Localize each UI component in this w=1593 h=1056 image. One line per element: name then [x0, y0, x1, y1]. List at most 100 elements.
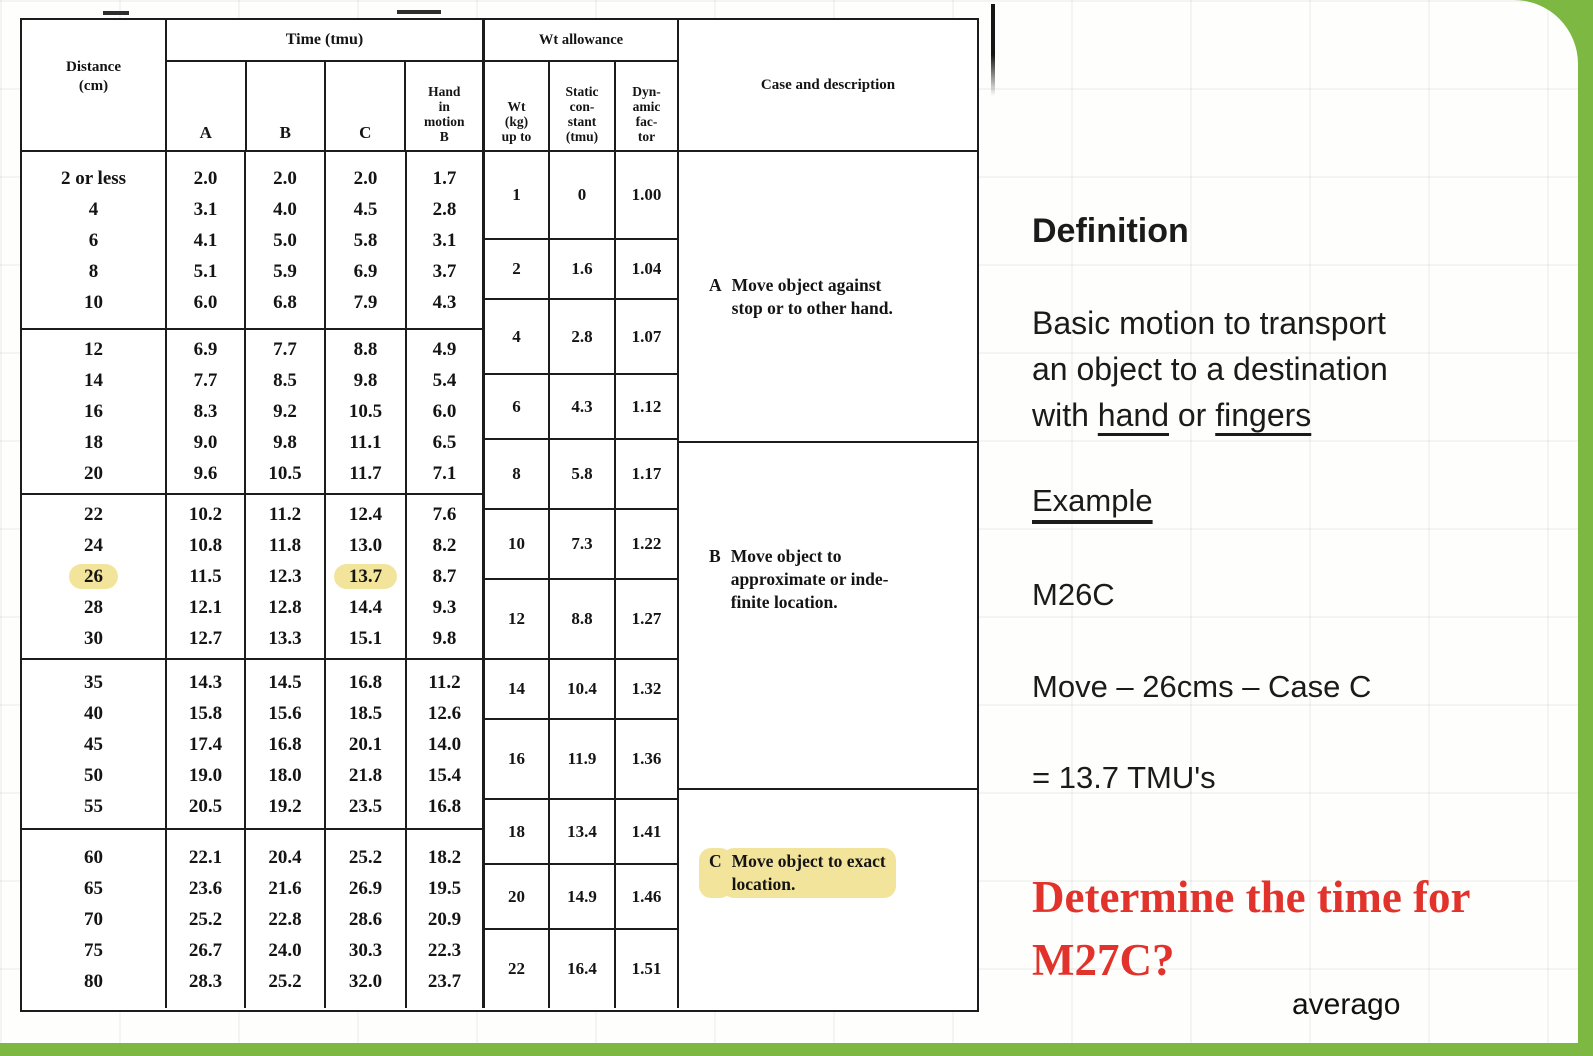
wt-kg-cell: 1 [512, 185, 521, 204]
table-cell: 22 [84, 504, 103, 525]
column-a: 14.3 15.8 17.4 19.0 20.5 [165, 660, 244, 828]
wt-row: 20 14.9 1.46 [485, 863, 677, 928]
header-case-description: Case and description [677, 20, 977, 150]
table-cell: 1.7 [432, 167, 457, 189]
table-cell: 4.9 [432, 339, 457, 360]
table-cell: 19.0 [188, 764, 223, 786]
header-wt-block: Wt allowance Wt (kg) up to Static con- s… [482, 20, 677, 150]
distance-group-3: 22 24 26 28 30 10.2 10.8 11.5 12.1 12.7 [22, 493, 482, 658]
table-cell: 30.3 [348, 939, 383, 961]
table-cell: 6.0 [432, 401, 457, 422]
table-cell: 50 [84, 764, 103, 786]
static-constant-cell: 5.8 [548, 440, 614, 508]
table-cell: 9.3 [432, 597, 457, 618]
definition-line-3-pre: with [1032, 397, 1098, 433]
table-cell: 14.4 [348, 597, 383, 618]
time-values-section: 2 or less 4 6 8 10 2.0 3.1 4.1 5.1 6.0 [22, 152, 482, 1008]
dynamic-factor-cell: 1.46 [614, 865, 677, 928]
definition-line-3-mid: or [1168, 397, 1216, 433]
scan-artifact [103, 11, 129, 15]
table-cell: 25.2 [188, 908, 223, 930]
table-cell: 20.5 [188, 795, 223, 817]
table-cell: 22.1 [188, 846, 223, 868]
column-hand-in-motion: 4.9 5.4 6.0 6.5 7.1 [405, 330, 482, 493]
case-a: A Move object against stop or to other h… [679, 152, 977, 441]
table-cell: 26.9 [348, 877, 383, 899]
highlight-distance-26: 26 [69, 564, 118, 589]
table-cell: 35 [84, 671, 103, 693]
table-cell: 3.1 [432, 229, 457, 251]
table-cell: 5.0 [273, 229, 297, 251]
case-c: C Move object to exact location. [679, 788, 977, 1008]
table-cell: 11.2 [428, 671, 461, 693]
watermark: averago [1292, 988, 1401, 1021]
definition-paragraph: Basic motion to transport an object to a… [1032, 300, 1388, 438]
dynamic-factor-cell: 1.51 [614, 930, 677, 1008]
wt-kg-cell: 10 [508, 534, 525, 553]
header-time-subcolumns: A B C Hand in motion B [167, 62, 482, 150]
table-cell: 6.9 [193, 339, 218, 360]
table-cell: 17.4 [188, 733, 223, 755]
static-constant-cell: 8.8 [548, 580, 614, 658]
case-text: Move object to approximate or inde- fini… [730, 546, 889, 612]
header-col-dynamic-factor: Dyn- amic fac- tor [614, 62, 677, 150]
table-cell: 5.9 [273, 260, 297, 282]
column-c: 16.8 18.5 20.1 21.8 23.5 [324, 660, 405, 828]
table-cell: 19.5 [427, 877, 462, 899]
table-cell: 11.8 [268, 535, 302, 556]
table-cell: 15.8 [188, 702, 223, 724]
wt-row: 8 5.8 1.17 [485, 438, 677, 508]
wt-row: 2 1.6 1.04 [485, 238, 677, 298]
wt-row: 6 4.3 1.12 [485, 373, 677, 438]
wt-row: 16 11.9 1.36 [485, 718, 677, 798]
table-cell: 28 [84, 597, 103, 618]
dynamic-factor-cell: 1.00 [614, 152, 677, 238]
table-cell: 9.8 [353, 370, 378, 391]
table-cell: 10.5 [268, 463, 302, 484]
table-cell: 2.8 [432, 198, 457, 220]
slide-page: Distance (cm) Time (tmu) A B C Hand in m… [0, 0, 1578, 1043]
column-c: 25.2 26.9 28.6 30.3 32.0 [324, 830, 405, 1008]
table-cell: 7.1 [432, 463, 457, 484]
table-cell: 16.8 [427, 795, 462, 817]
table-cell: 4.5 [353, 198, 378, 220]
header-col-c: C [324, 62, 404, 150]
distance-column: 22 24 26 28 30 [22, 495, 165, 658]
wt-row: 4 2.8 1.07 [485, 298, 677, 373]
table-cell: 20 [84, 463, 103, 484]
table-cell: 4 [88, 198, 99, 220]
table-cell: 8.5 [273, 370, 297, 391]
wt-allowance-section: 1 0 1.00 2 1.6 1.04 4 2.8 1.07 [482, 152, 677, 1008]
case-letter: B [709, 546, 721, 566]
column-hand-in-motion: 1.7 2.8 3.1 3.7 4.3 [405, 152, 482, 328]
scan-artifact [991, 4, 995, 96]
table-cell: 25.2 [268, 970, 302, 992]
example-move-line: Move – 26cms – Case C [1032, 669, 1372, 704]
table-cell: 30 [84, 628, 103, 649]
table-cell: 9.8 [432, 628, 457, 649]
header-time-tmu: Time (tmu) [167, 20, 482, 62]
table-cell: 5.8 [353, 229, 378, 251]
table-cell: 5.1 [193, 260, 218, 282]
column-c: 8.8 9.8 10.5 11.1 11.7 [324, 330, 405, 493]
dynamic-factor-cell: 1.27 [614, 580, 677, 658]
distance-column: 2 or less 4 6 8 10 [22, 152, 165, 328]
table-cell: 5.4 [432, 370, 457, 391]
table-cell: 2 or less [60, 167, 127, 189]
table-cell: 7.7 [273, 339, 297, 360]
wt-kg-cell: 8 [512, 464, 521, 483]
distance-column: 60 65 70 75 80 [22, 830, 165, 1008]
header-distance: Distance (cm) [66, 59, 121, 94]
column-c: 12.4 13.0 13.7 14.4 15.1 [324, 495, 405, 658]
table-cell: 55 [84, 795, 103, 817]
table-cell: 10 [84, 291, 103, 313]
table-cell: 12.7 [188, 628, 223, 649]
wt-kg-cell: 2 [512, 259, 521, 278]
table-cell: 23.7 [427, 970, 462, 992]
table-cell: 25.2 [348, 846, 383, 868]
case-text-highlighted: Move object to exact location. [721, 848, 896, 898]
wt-row: 18 13.4 1.41 [485, 798, 677, 863]
table-cell: 2.0 [193, 167, 218, 189]
distance-column: 12 14 16 18 20 [22, 330, 165, 493]
